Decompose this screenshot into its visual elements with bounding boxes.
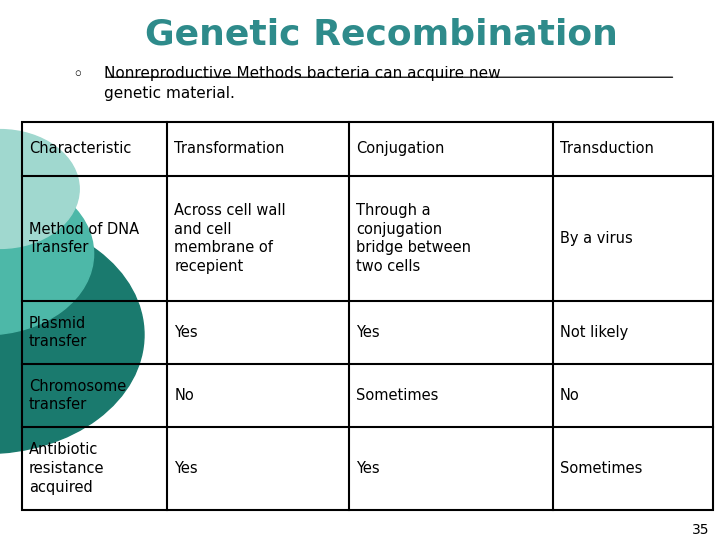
Text: No: No bbox=[174, 388, 194, 403]
Text: Yes: Yes bbox=[356, 325, 380, 340]
Text: Characteristic: Characteristic bbox=[29, 141, 131, 156]
Text: Antibiotic
resistance
acquired: Antibiotic resistance acquired bbox=[29, 442, 104, 495]
Circle shape bbox=[0, 216, 144, 454]
Text: Sometimes: Sometimes bbox=[560, 461, 642, 476]
Text: Genetic Recombination: Genetic Recombination bbox=[145, 17, 618, 51]
Circle shape bbox=[0, 130, 79, 248]
Text: Nonreproductive Methods bacteria can acquire new: Nonreproductive Methods bacteria can acq… bbox=[104, 66, 501, 81]
Text: Yes: Yes bbox=[174, 325, 198, 340]
Text: Method of DNA
Transfer: Method of DNA Transfer bbox=[29, 222, 139, 255]
Text: Plasmid
transfer: Plasmid transfer bbox=[29, 316, 87, 349]
Text: genetic material.: genetic material. bbox=[104, 86, 235, 102]
Text: Not likely: Not likely bbox=[560, 325, 628, 340]
Text: Across cell wall
and cell
membrane of
recepient: Across cell wall and cell membrane of re… bbox=[174, 203, 286, 274]
Text: Conjugation: Conjugation bbox=[356, 141, 444, 156]
Text: Yes: Yes bbox=[174, 461, 198, 476]
Text: No: No bbox=[560, 388, 580, 403]
Text: Yes: Yes bbox=[356, 461, 380, 476]
Text: 35: 35 bbox=[692, 523, 709, 537]
Text: Transformation: Transformation bbox=[174, 141, 284, 156]
Text: Chromosome
transfer: Chromosome transfer bbox=[29, 379, 126, 412]
Circle shape bbox=[0, 173, 94, 335]
Text: Sometimes: Sometimes bbox=[356, 388, 438, 403]
Text: By a virus: By a virus bbox=[560, 231, 633, 246]
Text: Transduction: Transduction bbox=[560, 141, 654, 156]
Text: Through a
conjugation
bridge between
two cells: Through a conjugation bridge between two… bbox=[356, 203, 471, 274]
Text: ◦: ◦ bbox=[72, 66, 83, 84]
